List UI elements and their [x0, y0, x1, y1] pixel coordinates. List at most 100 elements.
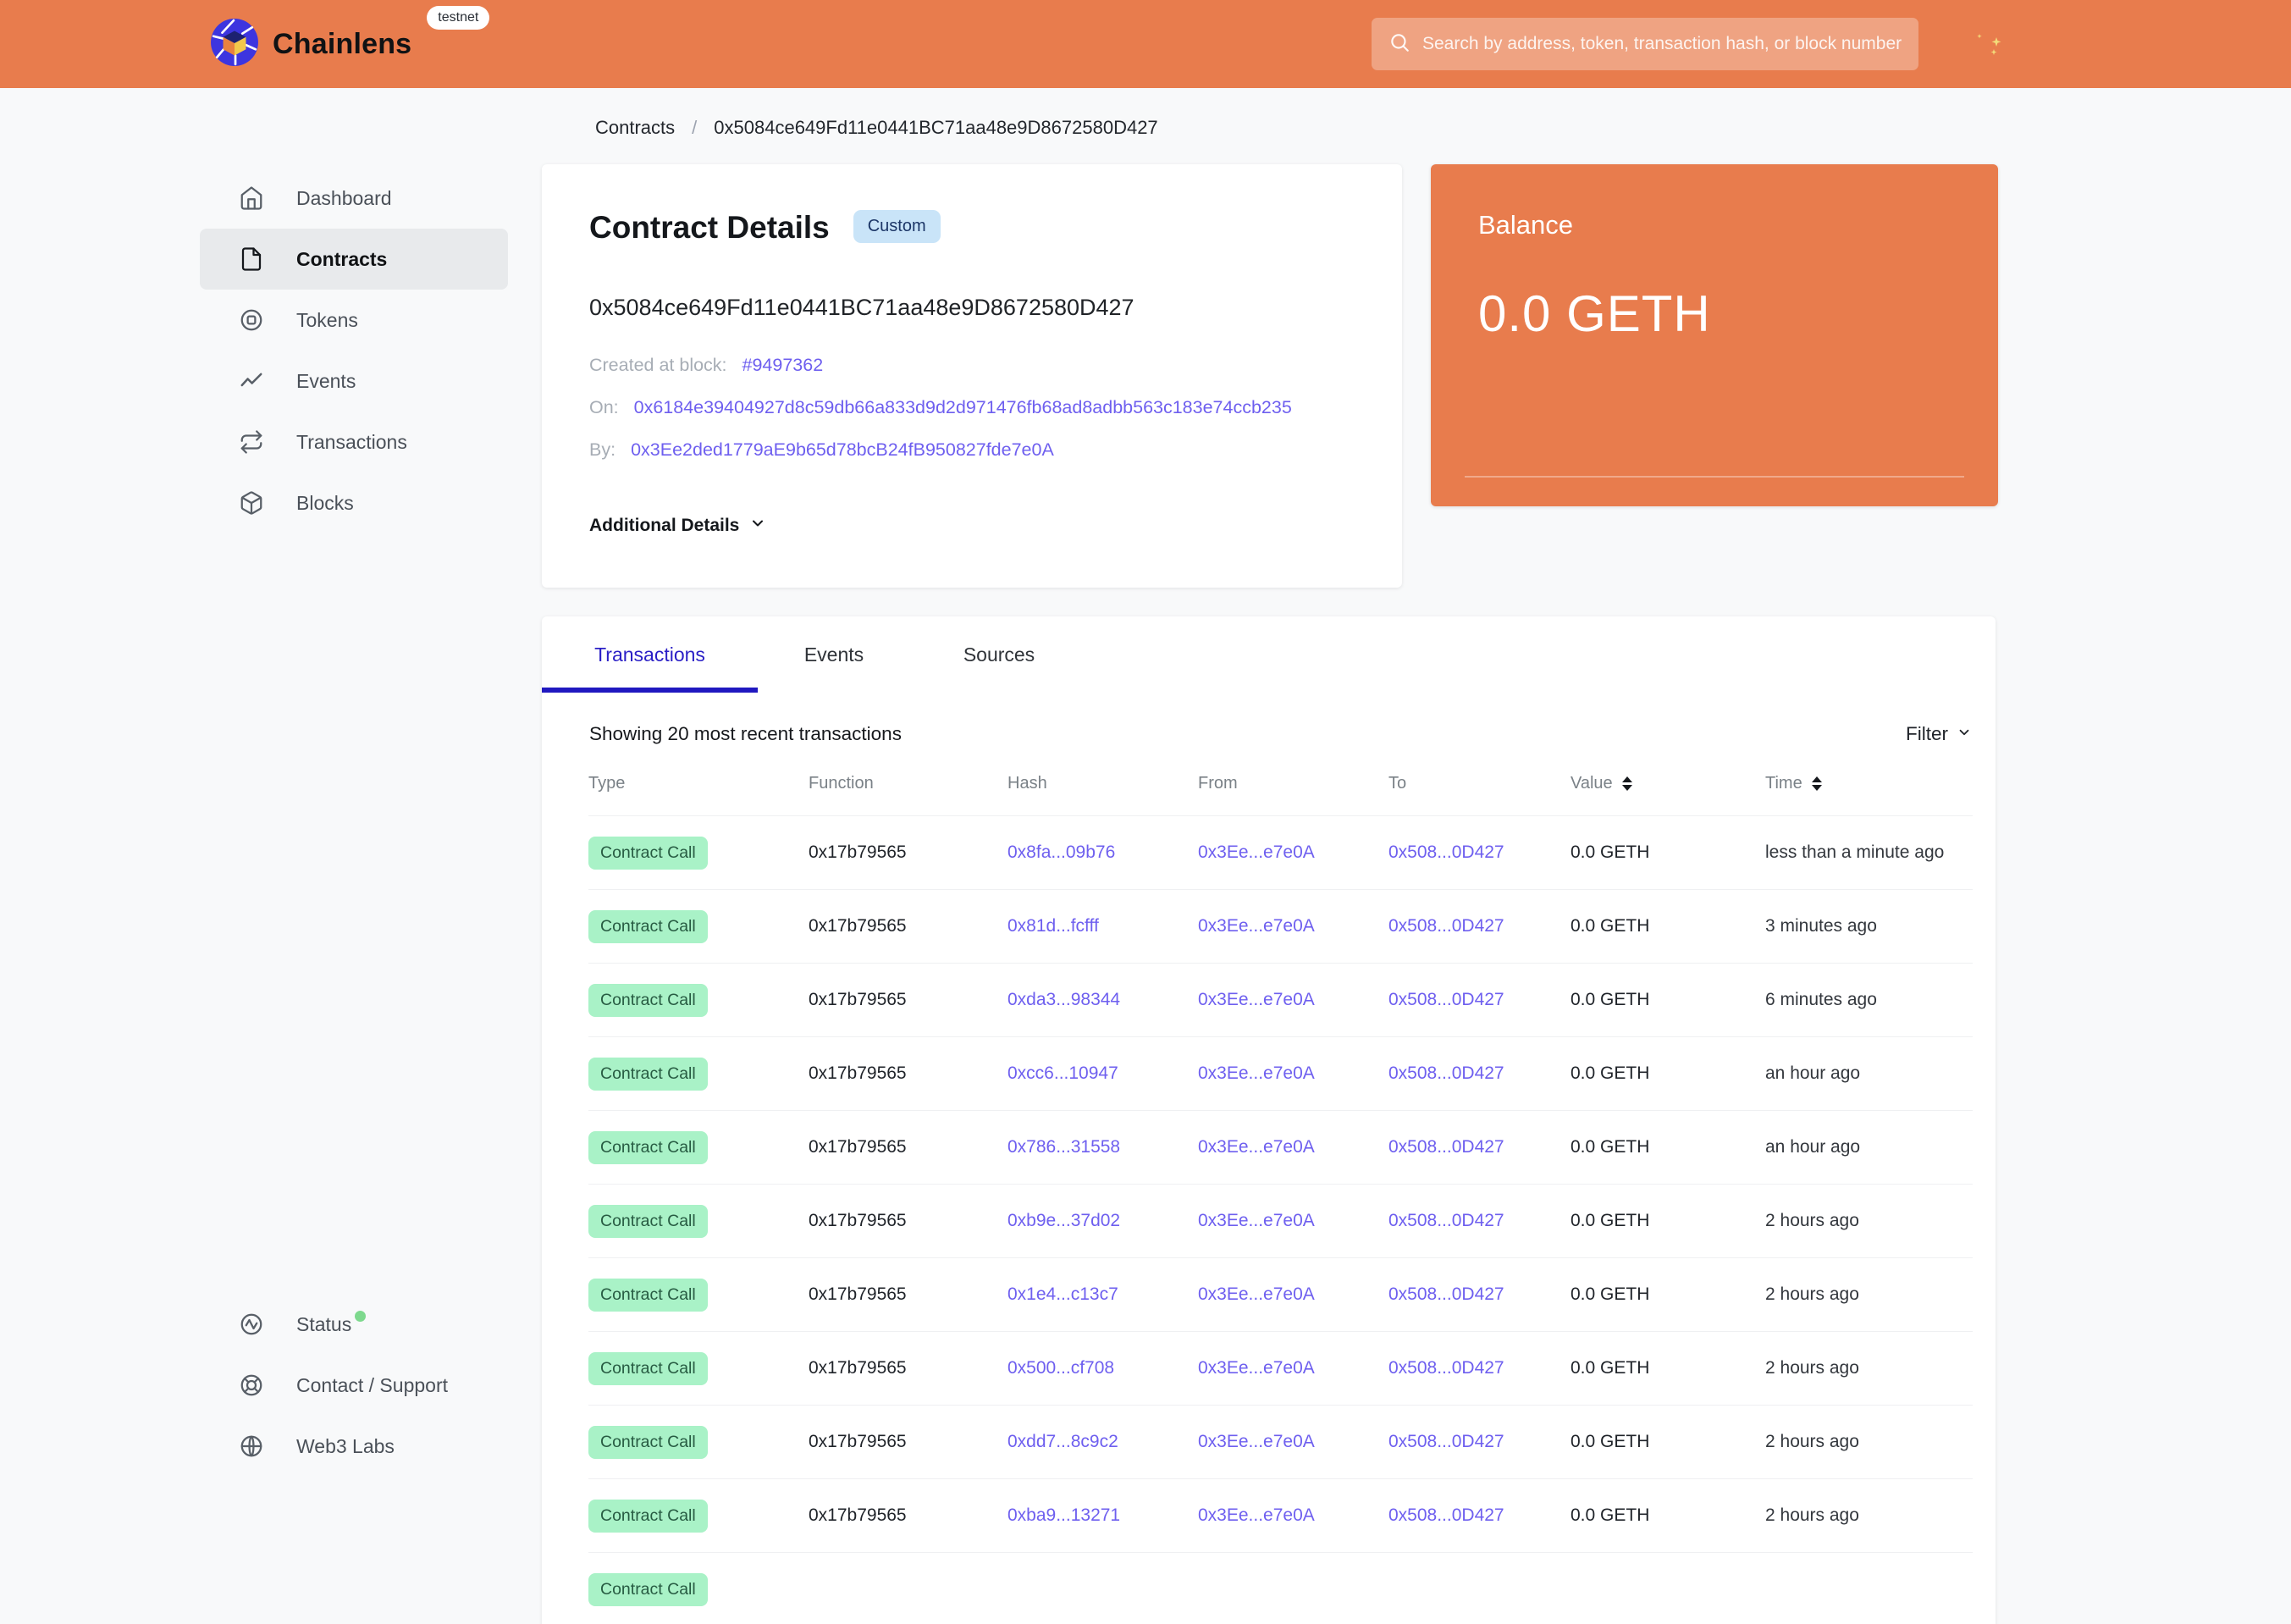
- tx-to-link[interactable]: 0x508...0D427: [1388, 1137, 1504, 1157]
- tx-to-link[interactable]: 0x508...0D427: [1388, 1211, 1504, 1230]
- repeat-icon: [239, 429, 264, 455]
- column-header-function: Function: [809, 774, 874, 793]
- tx-type-badge: Contract Call: [588, 1204, 708, 1238]
- table-row: Contract Call 0x17b79565 0x1e4...c13c7 0…: [588, 1257, 1973, 1331]
- global-search[interactable]: [1372, 18, 1918, 70]
- tx-function: 0x17b79565: [809, 1063, 907, 1083]
- tx-hash-link[interactable]: 0x81d...fcfff: [1007, 916, 1099, 936]
- created-block-link[interactable]: #9497362: [742, 355, 824, 375]
- tx-hash-link[interactable]: 0xb9e...37d02: [1007, 1211, 1121, 1230]
- sidebar-item-contact-support[interactable]: Contact / Support: [200, 1355, 508, 1416]
- home-icon: [239, 185, 264, 211]
- sidebar-item-contracts[interactable]: Contracts: [200, 229, 508, 290]
- tx-type-badge: Contract Call: [588, 983, 708, 1017]
- sidebar-item-web3-labs[interactable]: Web3 Labs: [200, 1416, 508, 1477]
- transactions-table: Type Function Hash From To Value Time Co…: [542, 774, 1996, 1624]
- tx-from-link[interactable]: 0x3Ee...e7e0A: [1198, 1358, 1315, 1378]
- tx-to-link[interactable]: 0x508...0D427: [1388, 1063, 1504, 1083]
- tx-type-badge: Contract Call: [588, 1351, 708, 1385]
- tx-function: 0x17b79565: [809, 1284, 907, 1304]
- tx-hash-link[interactable]: 0x786...31558: [1007, 1137, 1121, 1157]
- tx-from-link[interactable]: 0x3Ee...e7e0A: [1198, 916, 1315, 936]
- tx-from-link[interactable]: 0x3Ee...e7e0A: [1198, 1063, 1315, 1083]
- app-header: Chainlens testnet: [0, 0, 2291, 88]
- column-header-value[interactable]: Value: [1571, 774, 1765, 793]
- tx-function: 0x17b79565: [809, 1137, 907, 1157]
- sidebar-item-dashboard[interactable]: Dashboard: [200, 168, 508, 229]
- table-row: Contract Call 0x17b79565 0xda3...98344 0…: [588, 963, 1973, 1036]
- sort-value-icon[interactable]: [1621, 776, 1632, 791]
- sidebar-item-events[interactable]: Events: [200, 351, 508, 412]
- dark-mode-toggle[interactable]: [1966, 24, 2013, 71]
- life-buoy-icon: [239, 1373, 264, 1398]
- tx-function: 0x17b79565: [809, 990, 907, 1009]
- creation-tx-hash-link[interactable]: 0x6184e39404927d8c59db66a833d9d2d971476f…: [633, 397, 1292, 417]
- tx-to-link[interactable]: 0x508...0D427: [1388, 916, 1504, 936]
- tx-time: 2 hours ago: [1765, 1505, 1859, 1525]
- tx-time: 2 hours ago: [1765, 1284, 1859, 1304]
- column-header-time[interactable]: Time: [1765, 774, 1973, 793]
- sort-time-icon[interactable]: [1811, 776, 1822, 791]
- tx-type-badge: Contract Call: [588, 836, 708, 870]
- tab-transactions[interactable]: Transactions: [542, 616, 758, 693]
- globe-icon: [239, 1433, 264, 1459]
- table-body: Contract Call 0x17b79565 0x8fa...09b76 0…: [588, 815, 1973, 1624]
- tx-to-link[interactable]: 0x508...0D427: [1388, 1358, 1504, 1378]
- sidebar-footer-nav: Status Contact / Support Web3 Labs: [200, 1294, 508, 1477]
- tx-to-link[interactable]: 0x508...0D427: [1388, 1284, 1504, 1304]
- tx-function: 0x17b79565: [809, 1358, 907, 1378]
- sidebar-item-label: Dashboard: [296, 186, 392, 209]
- tx-time: less than a minute ago: [1765, 842, 1945, 862]
- tx-hash-link[interactable]: 0xda3...98344: [1007, 990, 1121, 1009]
- search-input[interactable]: [1422, 34, 1902, 54]
- tx-to-link[interactable]: 0x508...0D427: [1388, 842, 1504, 862]
- filter-label: Filter: [1906, 723, 1948, 744]
- sidebar-item-label: Blocks: [296, 491, 354, 514]
- tx-from-link[interactable]: 0x3Ee...e7e0A: [1198, 842, 1315, 862]
- table-row: Contract Call 0x17b79565 0x500...cf708 0…: [588, 1331, 1973, 1405]
- tx-to-link[interactable]: 0x508...0D427: [1388, 990, 1504, 1009]
- cube-icon: [239, 490, 264, 516]
- tx-from-link[interactable]: 0x3Ee...e7e0A: [1198, 1432, 1315, 1451]
- tx-from-link[interactable]: 0x3Ee...e7e0A: [1198, 1505, 1315, 1525]
- tx-hash-link[interactable]: 0x1e4...c13c7: [1007, 1284, 1118, 1304]
- sidebar-item-status[interactable]: Status: [200, 1294, 508, 1355]
- brand-name: Chainlens: [273, 27, 412, 60]
- tx-function: 0x17b79565: [809, 1505, 907, 1525]
- tx-type-badge: Contract Call: [588, 909, 708, 943]
- sidebar-item-blocks[interactable]: Blocks: [200, 472, 508, 533]
- tx-hash-link[interactable]: 0xcc6...10947: [1007, 1063, 1118, 1083]
- chevron-down-icon: [1948, 723, 1972, 745]
- tx-to-link[interactable]: 0x508...0D427: [1388, 1505, 1504, 1525]
- tx-type-badge: Contract Call: [588, 1130, 708, 1164]
- chevron-down-icon: [739, 515, 766, 537]
- tx-function: 0x17b79565: [809, 1432, 907, 1451]
- created-at-block-label: Created at block:: [589, 355, 727, 375]
- breadcrumb-current-address: 0x5084ce649Fd11e0441BC71aa48e9D8672580D4…: [714, 117, 1158, 138]
- tx-time: 2 hours ago: [1765, 1211, 1859, 1230]
- tx-hash-link[interactable]: 0xba9...13271: [1007, 1505, 1121, 1525]
- tx-hash-link[interactable]: 0xdd7...8c9c2: [1007, 1432, 1118, 1451]
- tx-from-link[interactable]: 0x3Ee...e7e0A: [1198, 1137, 1315, 1157]
- tab-events[interactable]: Events: [803, 643, 864, 666]
- tx-to-link[interactable]: 0x508...0D427: [1388, 1432, 1504, 1451]
- tx-value: 0.0 GETH: [1571, 1211, 1650, 1230]
- tx-function: 0x17b79565: [809, 1211, 907, 1230]
- tx-time: 2 hours ago: [1765, 1432, 1859, 1451]
- sidebar-item-transactions[interactable]: Transactions: [200, 412, 508, 472]
- additional-details-toggle[interactable]: Additional Details: [589, 515, 1355, 537]
- tx-hash-link[interactable]: 0x500...cf708: [1007, 1358, 1115, 1378]
- filter-button[interactable]: Filter: [1906, 723, 1972, 745]
- tx-from-link[interactable]: 0x3Ee...e7e0A: [1198, 1284, 1315, 1304]
- breadcrumb-contracts-link[interactable]: Contracts: [595, 117, 676, 138]
- tx-from-link[interactable]: 0x3Ee...e7e0A: [1198, 990, 1315, 1009]
- tx-function: 0x17b79565: [809, 842, 907, 862]
- tab-sources[interactable]: Sources: [963, 643, 1035, 666]
- creator-address-link[interactable]: 0x3Ee2ded1779aE9b65d78bcB24fB950827fde7e…: [631, 439, 1054, 460]
- sidebar-item-label: Web3 Labs: [296, 1434, 395, 1457]
- brand-logo-group[interactable]: Chainlens testnet: [210, 5, 490, 71]
- tx-hash-link[interactable]: 0x8fa...09b76: [1007, 842, 1116, 862]
- tx-from-link[interactable]: 0x3Ee...e7e0A: [1198, 1211, 1315, 1230]
- sidebar-item-tokens[interactable]: Tokens: [200, 290, 508, 351]
- status-pulse-icon: [239, 1312, 264, 1337]
